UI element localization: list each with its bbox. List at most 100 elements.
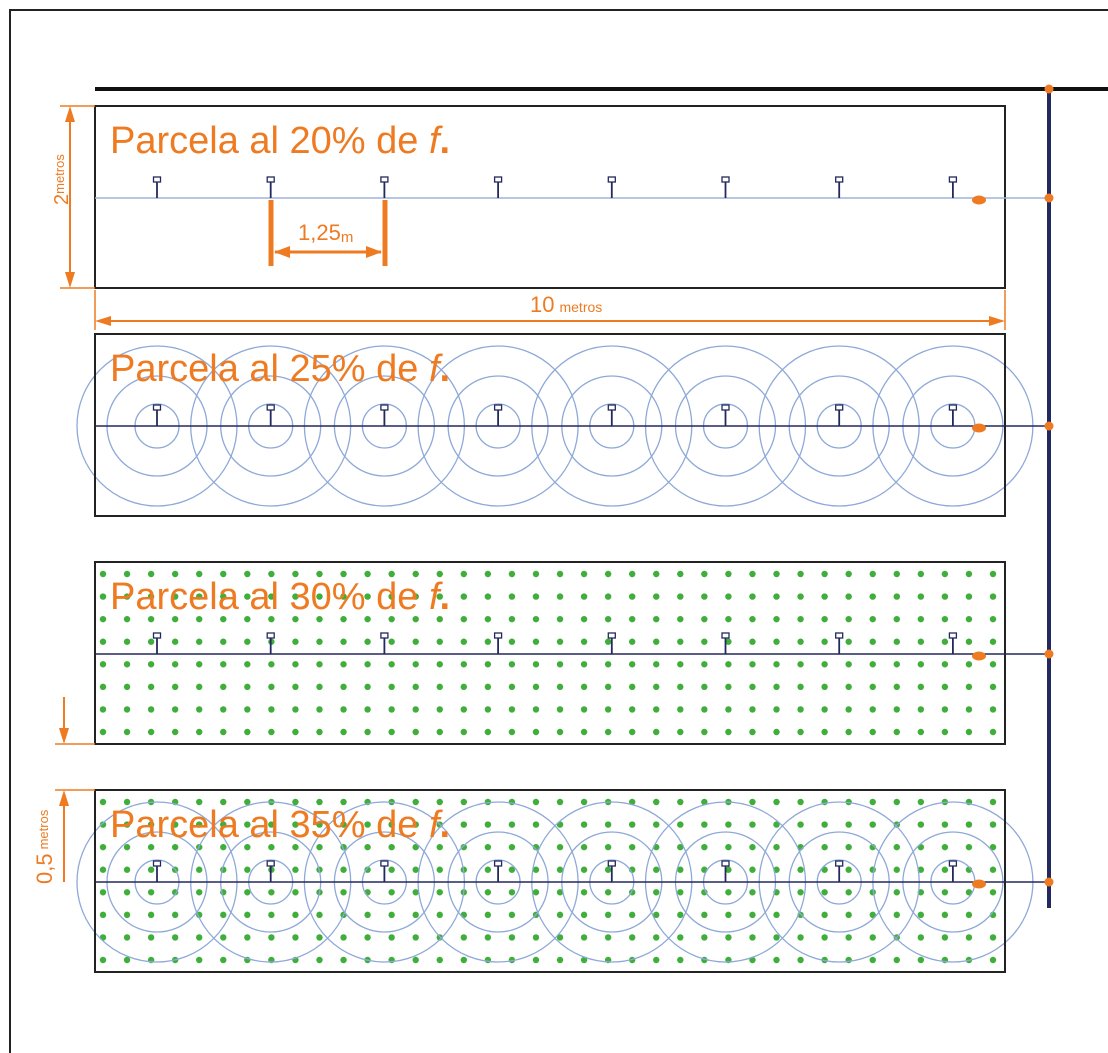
grass-dot xyxy=(653,956,660,964)
grass-dot xyxy=(677,728,684,736)
grass-dot xyxy=(845,911,852,919)
grass-dot xyxy=(316,706,323,713)
grass-dot xyxy=(99,593,107,600)
grass-dot xyxy=(604,615,612,623)
grass-dot xyxy=(941,843,949,851)
grass-dot xyxy=(244,615,251,623)
grass-dot xyxy=(388,821,395,828)
grass-dot xyxy=(460,615,468,623)
grass-dot xyxy=(171,638,179,645)
grass-dot xyxy=(412,934,419,941)
grass-dot xyxy=(171,615,179,623)
grass-dot xyxy=(99,843,107,851)
grass-dot xyxy=(701,911,708,919)
grass-dot xyxy=(580,570,588,578)
grass-dot xyxy=(701,593,708,600)
grass-dot xyxy=(196,889,203,896)
grass-dot xyxy=(412,593,419,600)
grass-dot xyxy=(917,798,925,806)
grass-dot xyxy=(388,615,395,623)
grass-dot xyxy=(220,843,227,851)
grass-dot xyxy=(749,843,756,851)
grass-dot xyxy=(989,593,997,600)
sprinkler-icon xyxy=(607,404,616,426)
grass-dot xyxy=(869,570,876,578)
grass-dot xyxy=(244,683,251,691)
grass-dot xyxy=(677,934,684,941)
grass-dot xyxy=(364,570,371,578)
grass-dot xyxy=(292,821,299,828)
grass-dot xyxy=(436,570,443,578)
grass-dot xyxy=(941,889,949,896)
grass-dot xyxy=(484,843,492,851)
grass-dot xyxy=(412,821,419,828)
grass-dot xyxy=(340,615,347,623)
grass-dot xyxy=(965,593,973,600)
grass-dot xyxy=(99,570,107,578)
grass-dot xyxy=(316,843,323,851)
dimension-unit: metros xyxy=(52,154,67,194)
grass-dot xyxy=(677,798,684,806)
grass-dot xyxy=(316,615,323,623)
grass-dot xyxy=(701,889,708,896)
grass-dot xyxy=(340,706,347,713)
grass-dot xyxy=(653,638,660,645)
grass-dot xyxy=(773,615,780,623)
grass-dot xyxy=(869,934,876,941)
grass-dot xyxy=(797,728,804,736)
grass-dot xyxy=(364,661,371,668)
grass-dot xyxy=(749,615,756,623)
sprinkler-icon xyxy=(266,176,275,198)
grass-dot xyxy=(989,843,997,851)
grass-dot xyxy=(845,661,852,668)
grass-dot xyxy=(412,706,419,713)
grass-dot xyxy=(171,706,179,713)
grass-dot xyxy=(340,956,347,964)
grass-dot xyxy=(845,570,852,578)
grass-dot xyxy=(123,683,131,691)
valve-icon xyxy=(972,651,986,661)
grass-dot xyxy=(725,615,732,623)
grass-dot xyxy=(653,706,660,713)
grass-dot xyxy=(556,798,564,806)
grass-dot xyxy=(532,821,540,828)
grass-dot xyxy=(845,843,852,851)
grass-dot xyxy=(893,866,900,873)
grass-dot xyxy=(773,593,780,600)
grass-dot xyxy=(965,821,973,828)
grass-dot xyxy=(147,570,155,578)
plot-title-text: Parcela al 30% de xyxy=(110,576,429,618)
grass-dot xyxy=(99,706,107,713)
sprinkler-icon xyxy=(607,176,616,198)
grass-dot xyxy=(821,615,828,623)
grass-dot xyxy=(917,728,925,736)
plot-2: Parcela al 25% de f. xyxy=(76,333,1054,517)
grass-dot xyxy=(797,615,804,623)
grass-dot xyxy=(941,911,949,919)
grass-dot xyxy=(123,615,131,623)
grass-dot xyxy=(556,956,564,964)
grass-dot xyxy=(556,934,564,941)
grass-dot xyxy=(773,798,780,806)
grass-dot xyxy=(677,843,684,851)
grass-dot xyxy=(436,798,443,806)
grass-dot xyxy=(364,934,371,941)
grass-dot xyxy=(196,638,203,645)
grass-dot xyxy=(941,683,949,691)
grass-dot xyxy=(677,570,684,578)
grass-dot xyxy=(821,638,828,645)
sprinkler-icon xyxy=(721,176,730,198)
grass-dot xyxy=(556,911,564,919)
grass-pattern xyxy=(99,570,997,736)
grass-dot xyxy=(725,728,732,736)
grass-dot xyxy=(244,570,251,578)
grass-dot xyxy=(532,706,540,713)
grass-dot xyxy=(845,593,852,600)
plot-border xyxy=(94,561,1006,745)
grass-dot xyxy=(220,615,227,623)
grass-dot xyxy=(532,570,540,578)
grass-dot xyxy=(556,889,564,896)
grass-dot xyxy=(677,889,684,896)
sprinkler-icon xyxy=(266,404,275,426)
grass-dot xyxy=(99,615,107,623)
